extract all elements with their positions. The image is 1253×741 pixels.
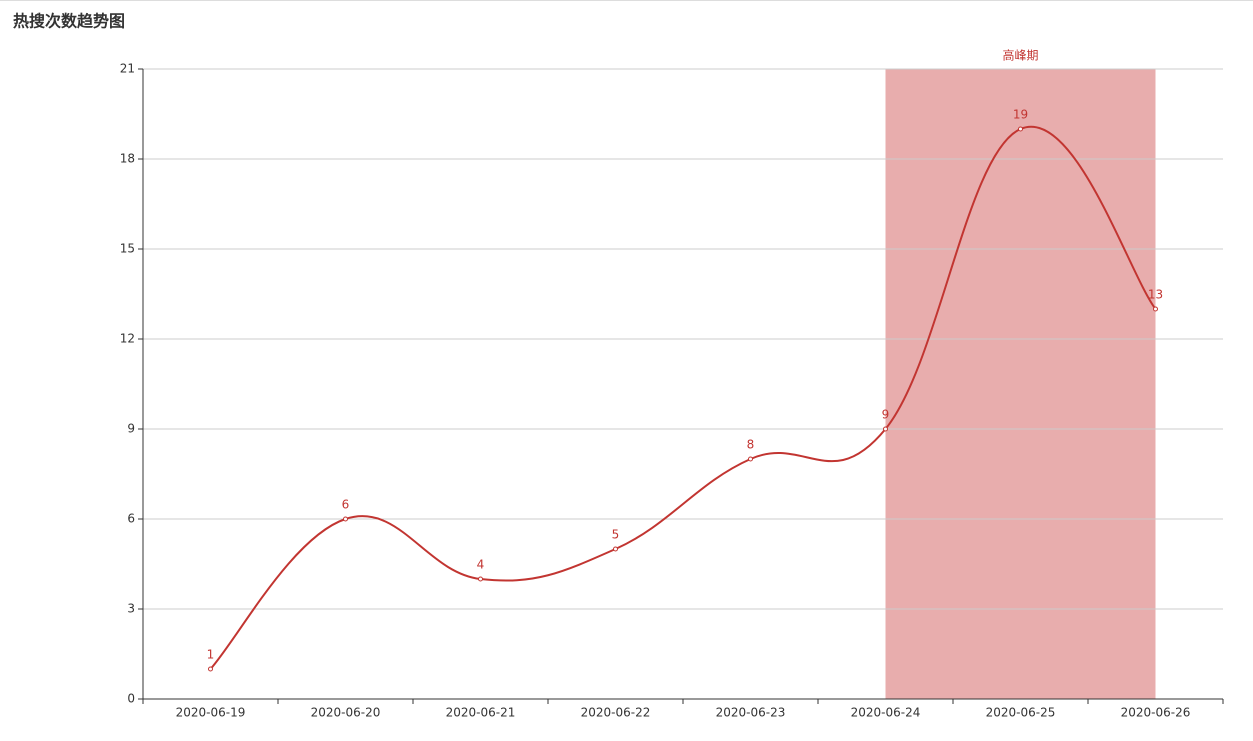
data-point xyxy=(613,546,618,552)
data-label: 19 xyxy=(1013,108,1028,122)
x-tick-label: 2020-06-24 xyxy=(851,706,921,720)
x-tick-label: 2020-06-20 xyxy=(311,706,381,720)
y-tick-label: 6 xyxy=(127,512,135,526)
data-point xyxy=(1153,306,1158,312)
plot-layer: 1 6 4 5 8 9 19 13 xyxy=(207,108,1163,672)
data-label: 1 xyxy=(207,648,215,662)
mark-area xyxy=(885,69,1156,699)
data-point xyxy=(343,516,348,522)
y-tick-label: 21 xyxy=(120,62,135,76)
x-tick-label: 2020-06-22 xyxy=(581,706,651,720)
y-tick-label: 3 xyxy=(127,602,135,616)
data-point xyxy=(478,576,483,582)
data-label: 5 xyxy=(612,528,620,542)
x-tick-label: 2020-06-25 xyxy=(986,706,1056,720)
area-layer: 高峰期 xyxy=(885,48,1156,699)
x-tick-label: 2020-06-19 xyxy=(176,706,246,720)
data-point xyxy=(208,666,213,672)
mark-area-label: 高峰期 xyxy=(1002,48,1038,63)
x-tick-label: 2020-06-21 xyxy=(446,706,516,720)
y-tick-label: 9 xyxy=(127,422,135,436)
data-label: 13 xyxy=(1148,288,1163,302)
data-label: 4 xyxy=(477,558,485,572)
chart-title: 热搜次数趋势图 xyxy=(13,12,125,31)
data-point xyxy=(1018,126,1023,132)
data-point xyxy=(748,456,753,462)
x-tick-label: 2020-06-26 xyxy=(1121,706,1191,720)
y-tick-label: 12 xyxy=(120,332,135,346)
data-point xyxy=(883,426,888,432)
data-label: 6 xyxy=(342,498,350,512)
y-tick-label: 0 xyxy=(127,692,135,706)
x-tick-label: 2020-06-23 xyxy=(716,706,786,720)
y-tick-label: 18 xyxy=(120,152,135,166)
data-label: 8 xyxy=(747,438,755,452)
y-tick-label: 15 xyxy=(120,242,135,256)
data-label: 9 xyxy=(882,408,890,422)
